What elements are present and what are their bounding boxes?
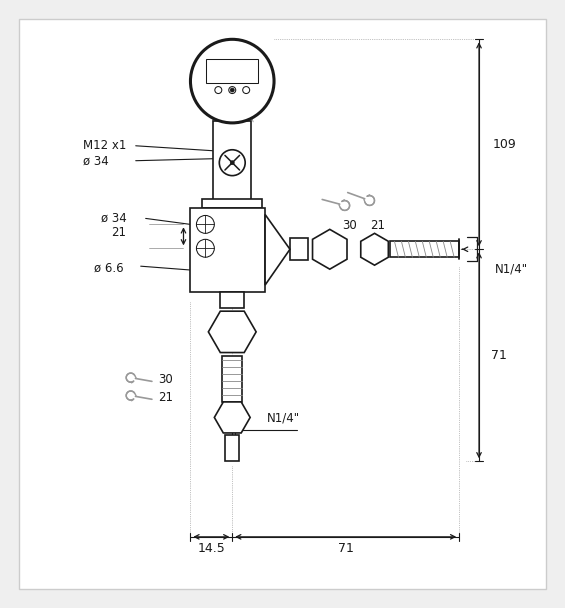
Circle shape [219, 150, 245, 176]
Text: M12 x1: M12 x1 [83, 139, 127, 152]
Text: 21: 21 [111, 226, 126, 239]
Text: 109: 109 [493, 138, 517, 151]
Bar [202, 199, 262, 209]
Text: ø 34: ø 34 [83, 154, 108, 167]
Text: N1/4": N1/4" [267, 412, 300, 425]
Polygon shape [208, 311, 256, 353]
Text: 21: 21 [158, 391, 173, 404]
Text: N1/4": N1/4" [495, 263, 528, 275]
Bar [290, 238, 308, 260]
Bar [225, 435, 239, 461]
Bar [220, 292, 244, 308]
Circle shape [231, 88, 234, 92]
Polygon shape [312, 229, 347, 269]
Bar [190, 209, 265, 292]
Bar [214, 121, 251, 201]
Circle shape [197, 215, 214, 233]
Polygon shape [265, 215, 290, 285]
Circle shape [190, 40, 274, 123]
Text: 71: 71 [491, 349, 507, 362]
Text: 14.5: 14.5 [198, 542, 225, 555]
Circle shape [197, 240, 214, 257]
Text: 30: 30 [342, 219, 357, 232]
Text: ø 6.6: ø 6.6 [94, 261, 124, 275]
Bar [222, 356, 242, 401]
Text: 71: 71 [338, 542, 354, 555]
Circle shape [215, 86, 222, 94]
Text: 30: 30 [158, 373, 173, 386]
Circle shape [229, 86, 236, 94]
Polygon shape [214, 402, 250, 433]
Bar [390, 241, 459, 257]
Text: 21: 21 [370, 219, 385, 232]
Text: ø 34: ø 34 [101, 212, 127, 225]
Polygon shape [361, 233, 388, 265]
Circle shape [243, 86, 250, 94]
Bar [206, 59, 258, 83]
Circle shape [231, 161, 234, 165]
